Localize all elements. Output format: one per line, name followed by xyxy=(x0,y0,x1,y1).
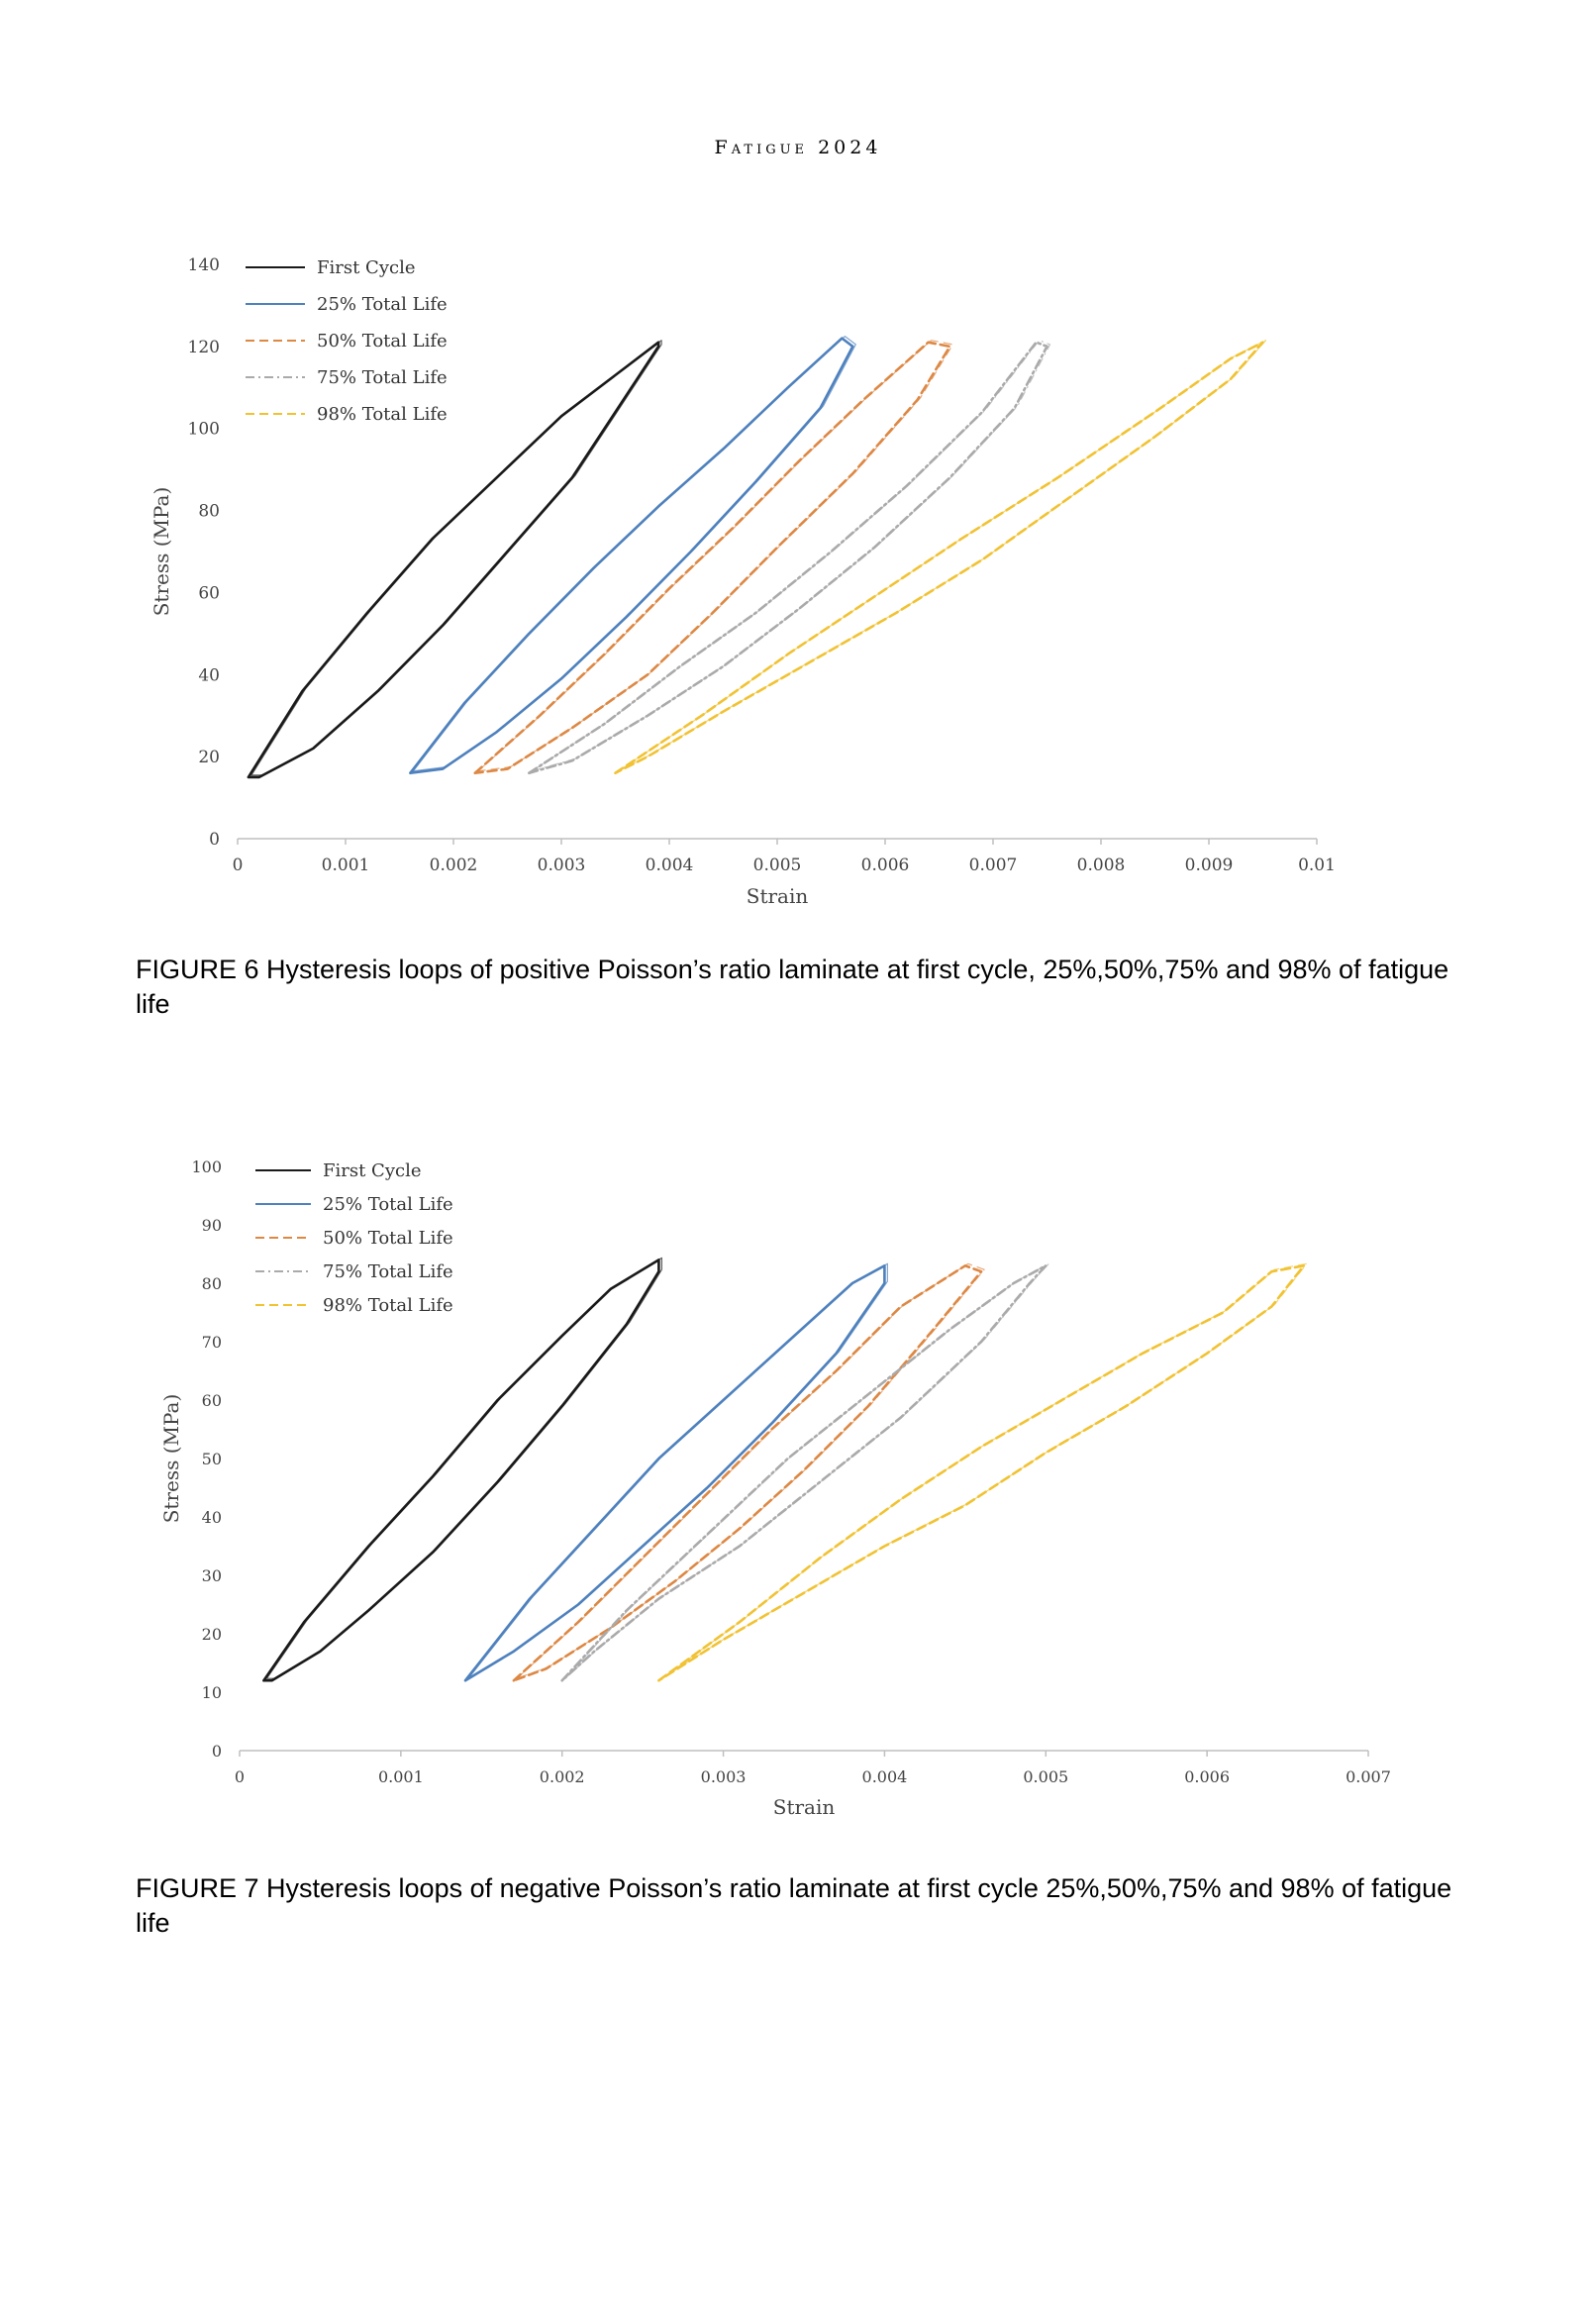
y-tick-label: 100 xyxy=(188,420,220,440)
y-tick-label: 10 xyxy=(202,1683,222,1702)
legend-label: 75% Total Life xyxy=(317,367,448,388)
x-tick-label: 0.001 xyxy=(378,1767,424,1786)
y-tick-label: 20 xyxy=(202,1625,222,1644)
legend-label: First Cycle xyxy=(323,1160,421,1181)
series-loop-overlay xyxy=(265,1257,663,1679)
series-loop xyxy=(527,341,1048,775)
legend-label: 75% Total Life xyxy=(323,1261,453,1282)
series-loop-overlay xyxy=(564,1262,1049,1679)
x-tick-label: 0.003 xyxy=(538,856,586,875)
y-tick-label: 90 xyxy=(202,1216,222,1235)
y-tick-label: 0 xyxy=(209,830,220,850)
series-loop-overlay xyxy=(467,1262,889,1679)
y-tick-label: 50 xyxy=(202,1450,222,1468)
y-tick-label: 80 xyxy=(198,502,220,522)
y-tick-label: 100 xyxy=(191,1158,222,1176)
series-loop xyxy=(262,1259,660,1682)
series-loop xyxy=(657,1264,1306,1682)
series-loop xyxy=(560,1264,1047,1682)
legend-label: 98% Total Life xyxy=(317,404,448,425)
y-tick-label: 30 xyxy=(202,1566,222,1585)
y-axis-title: Stress (MPa) xyxy=(159,1394,183,1524)
y-tick-label: 60 xyxy=(202,1391,222,1410)
x-tick-label: 0.007 xyxy=(969,856,1018,875)
x-tick-label: 0 xyxy=(235,1767,245,1786)
series-loop xyxy=(247,341,660,779)
y-tick-label: 40 xyxy=(198,665,220,685)
series-loop-overlay xyxy=(531,340,1051,772)
running-header: Fatigue 2024 xyxy=(714,137,882,158)
figure-6-chart: 0 0.001 0.002 0.003 0.004 0.005 0.006 0.007 0.00… xyxy=(150,255,1336,908)
y-tick-label: 20 xyxy=(198,748,220,767)
x-tick-label: 0 xyxy=(233,856,244,875)
legend-label: First Cycle xyxy=(317,257,415,278)
legend-label: 25% Total Life xyxy=(323,1194,453,1215)
series-loop-overlay xyxy=(250,340,662,776)
x-tick-label: 0.002 xyxy=(430,856,478,875)
x-tick-label: 0.007 xyxy=(1346,1767,1391,1786)
legend-label: 98% Total Life xyxy=(323,1295,453,1316)
x-tick-label: 0.005 xyxy=(753,856,802,875)
x-tick-label: 0.009 xyxy=(1185,856,1234,875)
x-tick-label: 0.006 xyxy=(861,856,910,875)
x-axis-title: Strain xyxy=(773,1795,836,1819)
y-tick-label: 60 xyxy=(198,583,220,603)
x-tick-label: 0.003 xyxy=(701,1767,747,1786)
figure-7-chart: 0 0.001 0.002 0.003 0.004 0.005 0.006 0.007 0 10 2… xyxy=(159,1158,1391,1819)
x-tick-label: 0.004 xyxy=(646,856,694,875)
legend-label: 50% Total Life xyxy=(323,1228,453,1249)
series-loop xyxy=(512,1264,983,1682)
series-loop-overlay xyxy=(477,340,954,772)
x-tick-label: 0.01 xyxy=(1298,856,1336,875)
x-tick-label: 0.002 xyxy=(540,1767,585,1786)
figure-6-caption: FIGURE 6 Hysteresis loops of positive Po… xyxy=(136,955,1449,1019)
series-loop xyxy=(463,1264,886,1682)
series-loop-overlay xyxy=(516,1262,985,1679)
series-loop-overlay xyxy=(661,1262,1308,1679)
y-tick-label: 80 xyxy=(202,1274,222,1293)
x-tick-label: 0.001 xyxy=(322,856,370,875)
x-tick-label: 0.005 xyxy=(1023,1767,1068,1786)
figure-7-caption: FIGURE 7 Hysteresis loops of negative Po… xyxy=(136,1873,1452,1938)
y-tick-label: 70 xyxy=(202,1333,222,1352)
y-tick-label: 120 xyxy=(188,338,220,357)
y-tick-label: 0 xyxy=(212,1742,222,1761)
y-tick-label: 40 xyxy=(202,1508,222,1527)
x-tick-label: 0.004 xyxy=(862,1767,908,1786)
y-axis-title: Stress (MPa) xyxy=(150,487,173,617)
x-axis-title: Strain xyxy=(747,884,809,908)
legend-label: 50% Total Life xyxy=(317,331,448,352)
x-tick-label: 0.008 xyxy=(1077,856,1126,875)
y-tick-label: 140 xyxy=(188,255,220,275)
legend-label: 25% Total Life xyxy=(317,294,448,315)
series-loop-overlay xyxy=(618,340,1267,772)
x-tick-label: 0.006 xyxy=(1184,1767,1230,1786)
series-loop-overlay xyxy=(412,335,856,772)
series-loop xyxy=(409,337,854,775)
